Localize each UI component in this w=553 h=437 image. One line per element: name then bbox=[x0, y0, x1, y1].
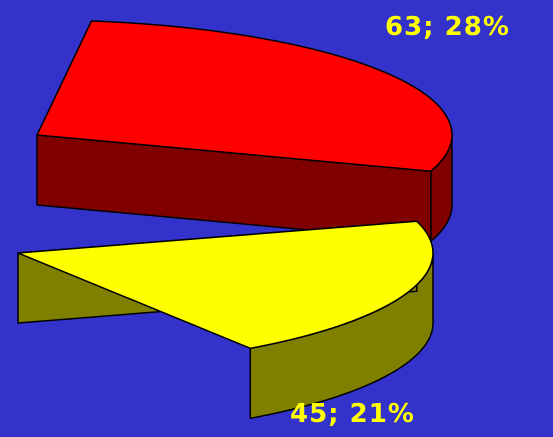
slice-1 bbox=[36, 20, 453, 172]
slice-2 bbox=[17, 220, 434, 350]
data-label-slice-1: 63; 28% bbox=[385, 12, 510, 42]
data-label-slice-2: 45; 21% bbox=[290, 399, 415, 429]
